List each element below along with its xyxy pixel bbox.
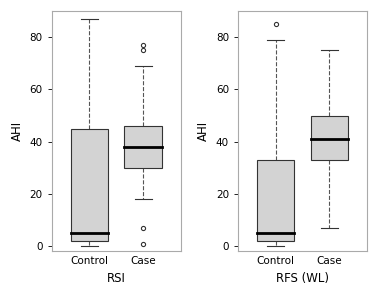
Bar (124, 126, 162, 168)
X-axis label: RSI: RSI (107, 272, 125, 285)
Y-axis label: AHI: AHI (11, 121, 24, 141)
Bar (71, 129, 108, 241)
Y-axis label: AHI: AHI (197, 121, 210, 141)
Bar (310, 116, 348, 160)
Bar (257, 160, 294, 241)
X-axis label: RFS (WL): RFS (WL) (276, 272, 329, 285)
